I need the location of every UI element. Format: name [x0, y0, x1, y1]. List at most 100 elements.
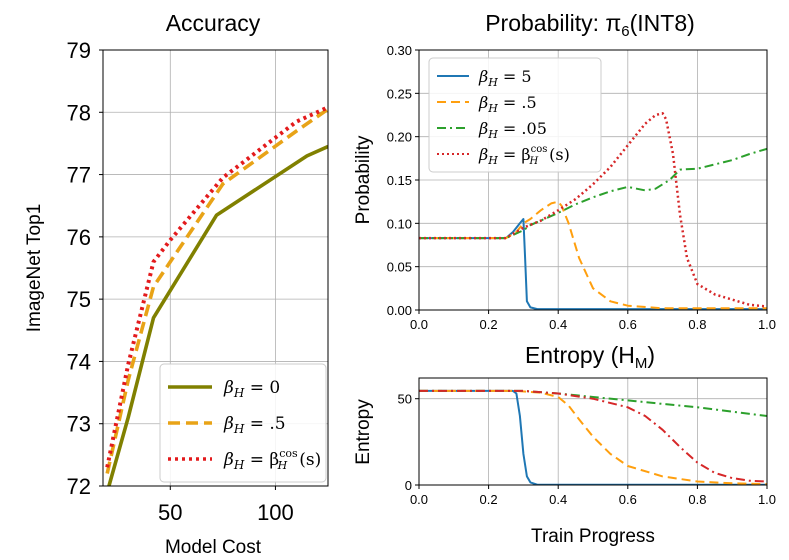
prob-ytick-label: 0.30	[387, 43, 412, 58]
probability-chart: Probability: π6(INT8) 0.0 0.2 0.4 0.6 0.8 1.0…	[353, 10, 776, 332]
prob-ytick-label: 0.00	[387, 303, 412, 318]
prob-legend-label-rest: = 5	[498, 67, 532, 86]
accuracy-plot-frame	[102, 49, 329, 487]
prob-xtick-label: 0.8	[688, 317, 706, 332]
prob-legend-label-rest: = .5	[498, 93, 537, 112]
acc-legend-label-beta: β	[223, 450, 234, 470]
entropy-chart: Entropy (HM) 0.0 0.2 0.4 0.6 0.8 1.0 0 50 Train…	[353, 342, 776, 547]
entropy-title-tail: )	[647, 342, 655, 368]
accuracy-title: Accuracy	[166, 10, 261, 36]
prob-legend-label-sub: H	[487, 102, 498, 115]
probability-title-tail: (INT8)	[630, 10, 695, 36]
prob-ytick-label: 0.05	[387, 260, 412, 275]
prob-legend-label-rest: = β	[498, 145, 531, 164]
probability-title-sub: 6	[621, 23, 629, 40]
prob-legend-label: βH = .05	[478, 119, 547, 141]
acc-series-line-1	[105, 107, 328, 474]
acc-legend-label-rest: = .5	[244, 414, 285, 434]
probability-title-main: Probability: π	[485, 10, 621, 36]
prob-legend-label-rest: = .05	[498, 119, 547, 138]
ent-xtick-label: 0.0	[410, 492, 428, 507]
acc-legend-label-sup: cos	[279, 447, 298, 460]
prob-legend-label: βH = 5	[478, 67, 532, 89]
entropy-ylabel: Entropy	[353, 399, 374, 465]
prob-series-line-2	[419, 147, 767, 240]
acc-legend-box	[159, 363, 327, 483]
prob-legend-box	[428, 57, 602, 173]
prob-ytick-label: 0.10	[387, 216, 412, 231]
ent-series-line-2	[419, 389, 767, 417]
prob-legend-label-beta: β	[478, 119, 488, 138]
ent-tick-labels: 0.0 0.2 0.4 0.6 0.8 1.0 0 50	[398, 392, 777, 507]
prob-legend-label-sub: H	[487, 76, 498, 89]
accuracy-xlabel: Model Cost	[165, 537, 262, 558]
prob-legend-label-beta: β	[478, 93, 488, 112]
acc-legend-label-sub: H	[233, 386, 245, 400]
prob-xtick-label: 1.0	[758, 317, 776, 332]
ent-series-line-3	[419, 389, 767, 483]
accuracy-legend: βH = 0βH = .5βH = βcos H (s)	[159, 363, 327, 483]
acc-legend-label: βH = βcos H (s)	[223, 447, 321, 472]
probability-ylabel: Probability	[353, 135, 374, 224]
entropy-xlabel: Train Progress	[531, 526, 655, 547]
probability-title: Probability: π6(INT8)	[485, 10, 695, 40]
acc-ytick-label: 74	[67, 349, 91, 374]
acc-series-group	[105, 105, 328, 486]
acc-ytick-label: 76	[67, 225, 91, 250]
probability-plot-frame	[418, 49, 768, 311]
acc-ytick-label: 72	[67, 474, 91, 499]
acc-legend-label-sub2: H	[277, 459, 288, 472]
entropy-plot-frame	[418, 377, 768, 486]
prob-legend-label: βH = βcos H (s)	[478, 144, 570, 167]
ent-xtick-label: 0.2	[480, 492, 498, 507]
accuracy-chart: Accuracy 50 100 72 73 74 75 76 77 78 79 Model Cos…	[24, 10, 329, 558]
acc-legend-label-rest: = β	[244, 450, 279, 470]
entropy-title: Entropy (HM)	[525, 342, 655, 372]
prob-xtick-label: 0.4	[549, 317, 567, 332]
acc-series-line-0	[107, 144, 328, 486]
acc-legend-label-beta: β	[223, 378, 234, 398]
ent-series-line-0	[419, 389, 767, 485]
acc-xtick-label: 100	[257, 500, 294, 525]
acc-legend-label-rest: = 0	[244, 378, 280, 398]
acc-ytick-label: 73	[67, 412, 91, 437]
prob-tick-labels: 0.0 0.2 0.4 0.6 0.8 1.0 0.00 0.05 0.10 0.15 0.20 0.…	[387, 43, 776, 332]
entropy-title-main: Entropy (H	[525, 342, 635, 368]
ent-xtick-label: 0.4	[549, 492, 567, 507]
entropy-title-sub: M	[635, 355, 648, 372]
ent-xtick-label: 1.0	[758, 492, 776, 507]
prob-ytick-label: 0.15	[387, 173, 412, 188]
prob-legend-label-sub: H	[487, 128, 498, 141]
ent-xtick-label: 0.6	[619, 492, 637, 507]
acc-legend-label: βH = .5	[223, 414, 286, 436]
prob-legend-label-sup: cos	[531, 144, 548, 155]
acc-legend-label: βH = 0	[223, 378, 280, 400]
acc-legend-label-sub: H	[233, 422, 245, 436]
acc-xtick-label: 50	[158, 500, 182, 525]
prob-ytick-label: 0.25	[387, 86, 412, 101]
acc-ytick-label: 79	[67, 38, 91, 63]
prob-series-line-1	[419, 200, 767, 310]
ent-xtick-label: 0.8	[688, 492, 706, 507]
ent-series-line-1	[419, 389, 767, 485]
acc-legend-label-beta: β	[223, 414, 234, 434]
prob-legend-label-tail: (s)	[549, 145, 570, 164]
accuracy-ylabel: ImageNet Top1	[24, 204, 45, 333]
prob-ytick-label: 0.20	[387, 130, 412, 145]
acc-legend-label-sub: H	[233, 458, 245, 472]
prob-xtick-label: 0.2	[480, 317, 498, 332]
prob-series-group	[419, 112, 767, 310]
prob-legend-label-beta: β	[478, 145, 488, 164]
acc-ytick-label: 78	[67, 100, 91, 125]
acc-legend-label-tail: (s)	[299, 450, 321, 470]
prob-legend-label: βH = .5	[478, 93, 537, 115]
acc-tick-labels: 50 100 72 73 74 75 76 77 78 79	[67, 38, 294, 525]
acc-ytick-label: 75	[67, 287, 91, 312]
ent-ytick-label: 0	[405, 478, 412, 493]
acc-ytick-label: 77	[67, 163, 91, 188]
prob-legend-label-beta: β	[478, 67, 488, 86]
ent-ytick-label: 50	[398, 392, 412, 407]
prob-xtick-label: 0.0	[410, 317, 428, 332]
